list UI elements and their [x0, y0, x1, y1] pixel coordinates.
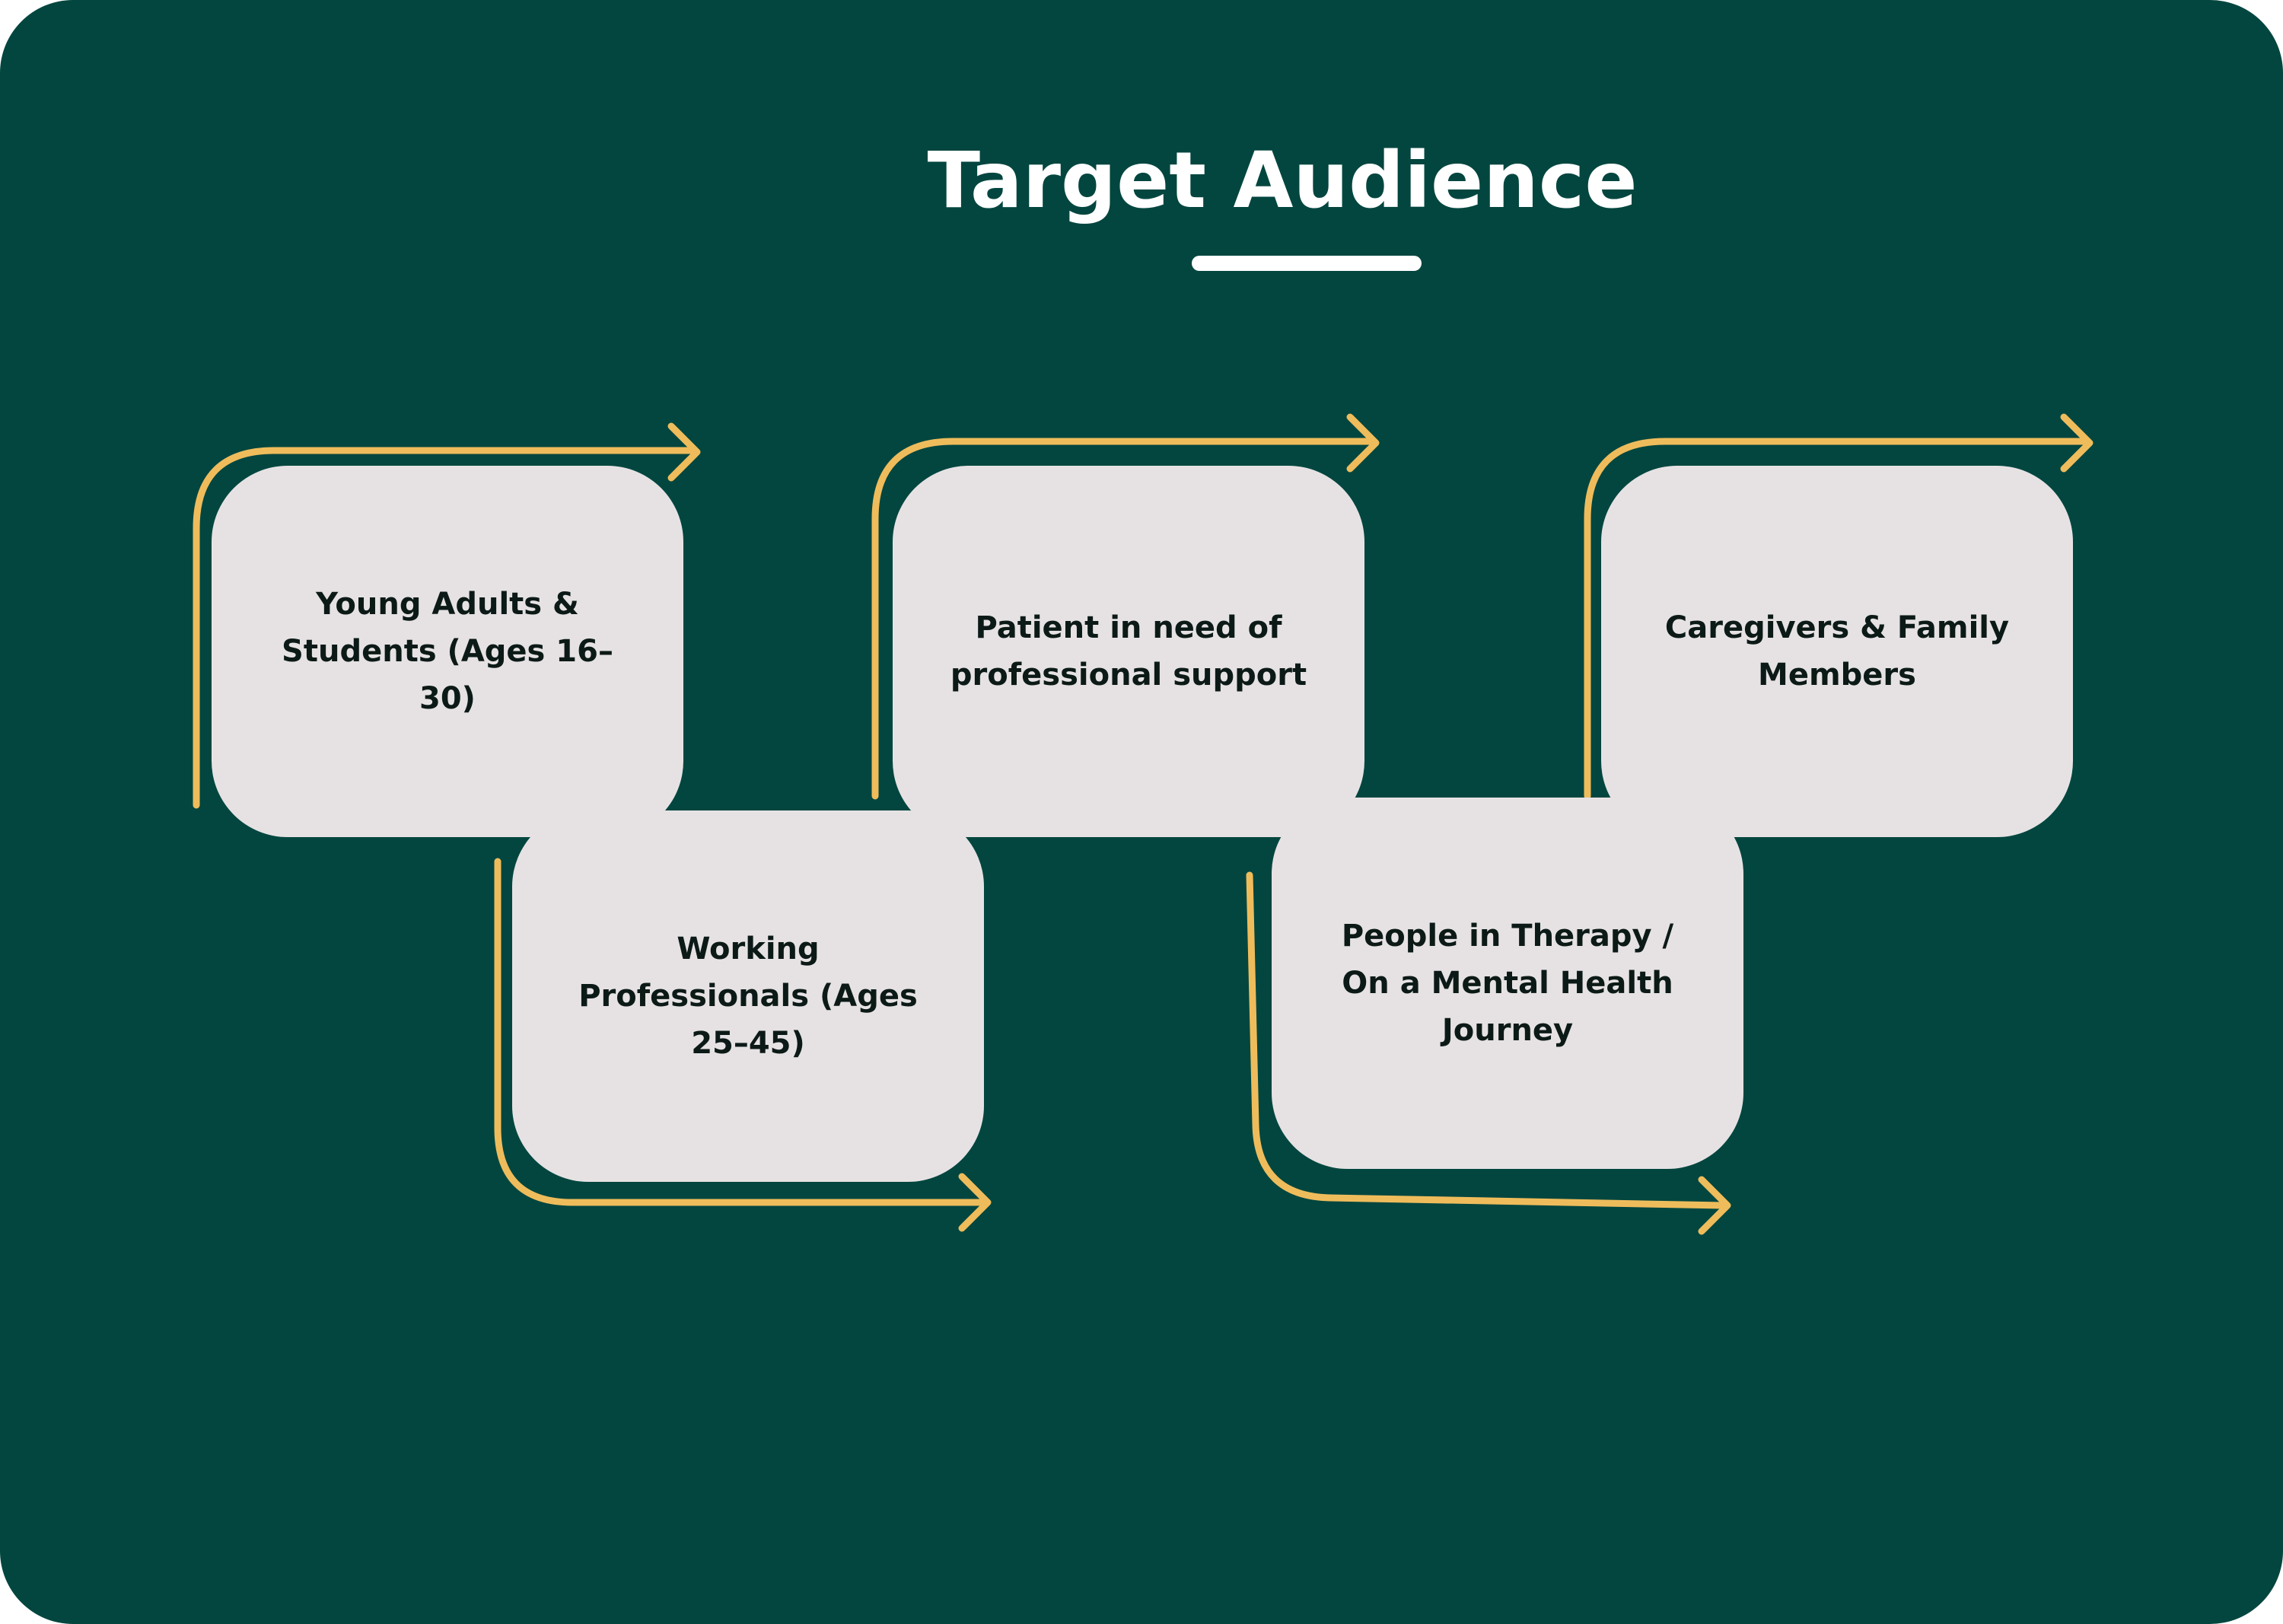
- title-underline: [1192, 256, 1422, 271]
- arrow-right-icon: [1584, 413, 2094, 800]
- audience-card-caregivers: Caregivers & Family Members: [1601, 466, 2073, 837]
- audience-card-label: Caregivers & Family Members: [1664, 610, 2010, 693]
- audience-card-label: Young Adults & Students (Ages 16–30): [282, 587, 613, 716]
- arrow-right-icon: [494, 858, 992, 1232]
- arrow-right-icon: [871, 413, 1380, 800]
- audience-card-working-professionals: Working Professionals (Ages 25–45): [512, 810, 984, 1182]
- audience-card-label: Patient in need of professional support: [950, 610, 1307, 693]
- audience-card-label: People in Therapy / On a Mental Health J…: [1341, 919, 1674, 1048]
- audience-card-label: Working Professionals (Ages 25–45): [578, 931, 918, 1061]
- arrow-right-icon: [1246, 871, 1731, 1235]
- audience-card-patient: Patient in need of professional support: [893, 466, 1364, 837]
- arrow-right-icon: [193, 422, 701, 809]
- page-title: Target Audience: [927, 135, 1638, 226]
- audience-card-therapy: People in Therapy / On a Mental Health J…: [1272, 798, 1743, 1169]
- audience-card-young-adults: Young Adults & Students (Ages 16–30): [212, 466, 683, 837]
